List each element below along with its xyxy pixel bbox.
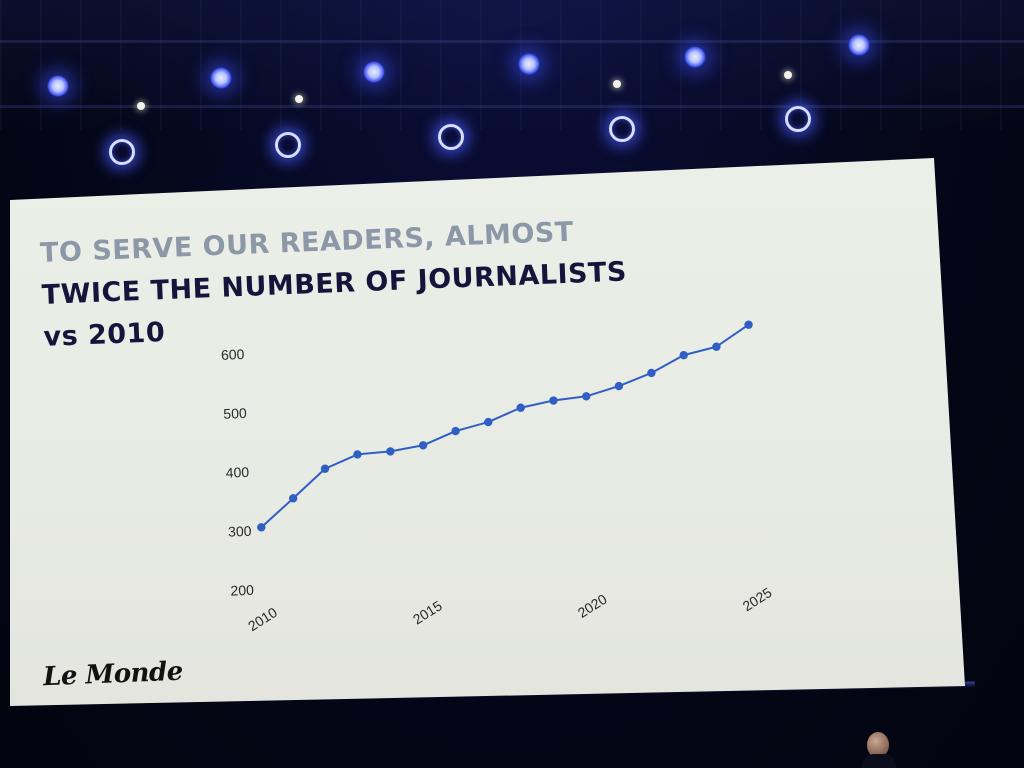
stage-spot bbox=[137, 102, 145, 110]
y-tick-label: 500 bbox=[223, 405, 247, 422]
data-point bbox=[647, 368, 656, 378]
stage-light bbox=[47, 75, 69, 97]
stage-ring-light bbox=[275, 132, 301, 158]
x-tick-label: 2025 bbox=[740, 584, 775, 614]
data-point bbox=[386, 447, 395, 456]
le-monde-logo: Le Monde bbox=[42, 656, 184, 693]
y-tick-label: 200 bbox=[230, 582, 254, 599]
data-point bbox=[712, 342, 721, 351]
data-point bbox=[744, 320, 753, 329]
data-point bbox=[451, 426, 460, 436]
data-point bbox=[582, 392, 591, 401]
data-point bbox=[353, 450, 362, 459]
stage-ring-light bbox=[785, 106, 811, 132]
x-tick-label: 2020 bbox=[575, 591, 610, 621]
data-point bbox=[549, 396, 558, 405]
data-point bbox=[320, 464, 330, 473]
stage-light bbox=[518, 53, 540, 75]
data-point bbox=[418, 441, 428, 450]
presenter-silhouette bbox=[862, 730, 896, 768]
stage-spot bbox=[295, 95, 303, 103]
stage-ring-light bbox=[109, 139, 135, 165]
y-tick-label: 600 bbox=[221, 346, 245, 363]
x-tick-label: 2015 bbox=[410, 597, 445, 627]
presenter-body bbox=[862, 754, 896, 768]
stage-ring-light bbox=[438, 124, 464, 150]
data-point bbox=[516, 403, 525, 412]
presenter-head bbox=[867, 732, 889, 758]
x-tick-label: 2010 bbox=[245, 604, 280, 634]
series-line bbox=[260, 323, 750, 529]
truss-bar bbox=[0, 40, 1024, 43]
stage-light bbox=[210, 67, 232, 89]
stage-spot bbox=[613, 80, 621, 88]
truss-bar bbox=[0, 105, 1024, 108]
data-point bbox=[257, 523, 266, 532]
stage-light bbox=[684, 46, 706, 68]
stage-spot bbox=[784, 71, 792, 79]
data-point bbox=[614, 381, 624, 391]
data-point bbox=[484, 417, 493, 427]
lighting-truss bbox=[0, 0, 1024, 130]
y-tick-label: 300 bbox=[228, 523, 252, 540]
data-point bbox=[679, 350, 688, 360]
stage-ring-light bbox=[609, 116, 635, 142]
stage-light bbox=[363, 61, 385, 83]
y-tick-label: 400 bbox=[225, 464, 249, 481]
stage-light bbox=[848, 34, 870, 56]
data-point bbox=[288, 494, 298, 503]
projection-screen bbox=[10, 158, 965, 706]
